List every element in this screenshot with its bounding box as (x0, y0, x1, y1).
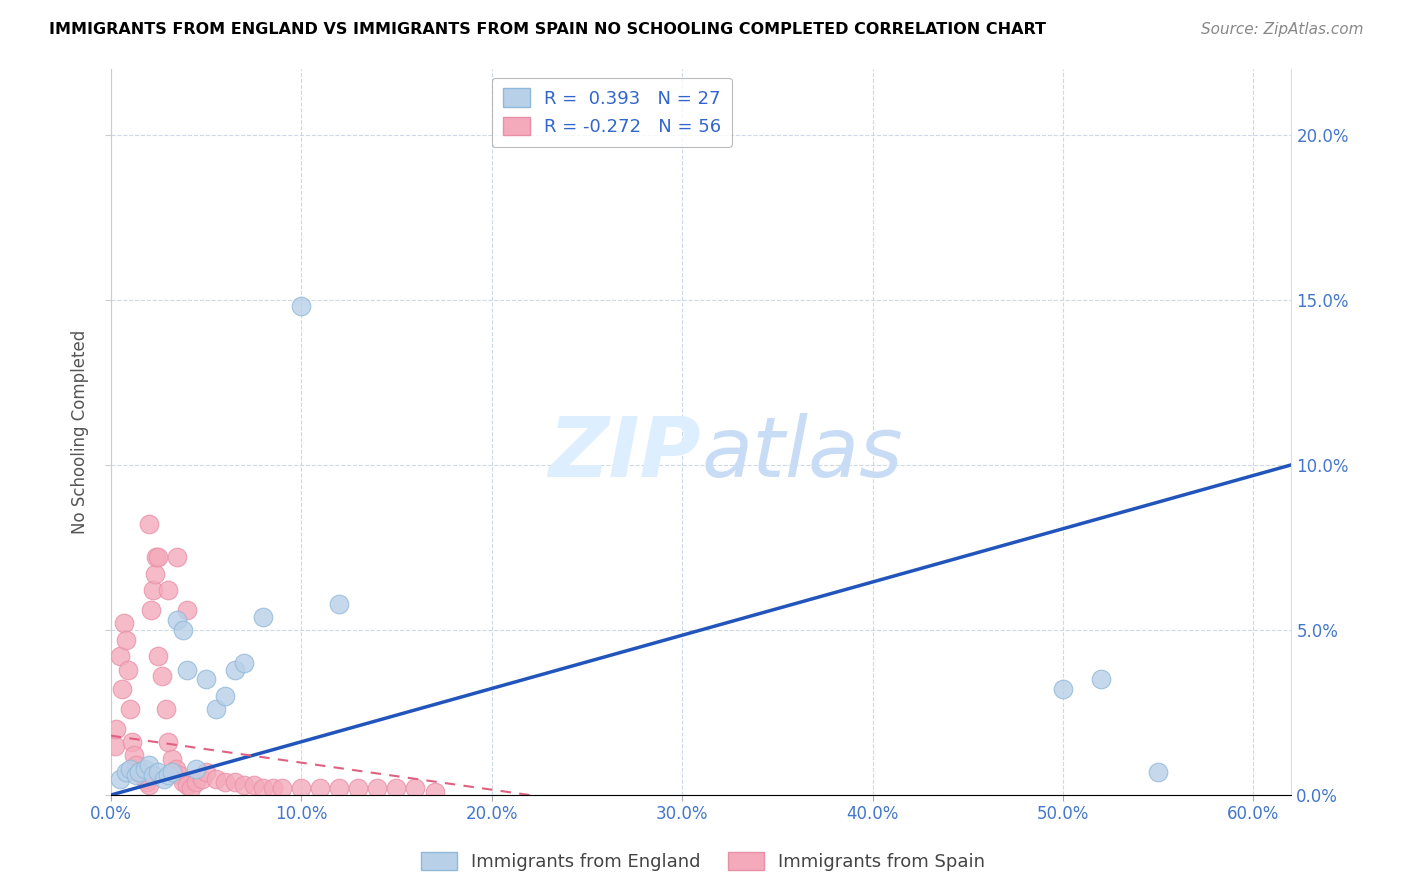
Point (128, 764, 150, 779)
Point (150, 669, 173, 683)
Point (142, 583, 165, 598)
Point (121, 735, 143, 749)
Point (423, 785, 446, 799)
Point (404, 781, 426, 796)
Point (224, 663, 246, 677)
Point (156, 768, 179, 782)
Point (176, 778, 198, 792)
Point (176, 603, 198, 617)
Legend: R =  0.393   N = 27, R = -0.272   N = 56: R = 0.393 N = 27, R = -0.272 N = 56 (492, 78, 733, 147)
Point (1052, 682, 1074, 697)
Point (142, 768, 165, 782)
Point (156, 583, 179, 598)
Point (1090, 673, 1112, 687)
Point (117, 663, 139, 677)
Point (166, 550, 188, 565)
Point (148, 550, 170, 565)
Point (138, 758, 160, 772)
Point (186, 762, 208, 776)
Point (110, 772, 132, 786)
Point (195, 673, 218, 687)
Point (143, 566, 166, 581)
Point (138, 517, 160, 532)
Point (115, 764, 138, 779)
Point (172, 775, 194, 789)
Legend: Immigrants from England, Immigrants from Spain: Immigrants from England, Immigrants from… (413, 845, 993, 879)
Point (138, 778, 160, 792)
Point (148, 649, 170, 664)
Point (169, 768, 191, 782)
Point (145, 550, 167, 565)
Point (110, 649, 132, 664)
Point (176, 663, 198, 677)
Point (1147, 764, 1170, 779)
Point (328, 781, 350, 796)
Point (136, 775, 159, 789)
Point (191, 772, 214, 786)
Point (328, 597, 350, 611)
Point (115, 632, 138, 647)
Text: ZIP: ZIP (548, 413, 702, 494)
Text: atlas: atlas (702, 413, 903, 494)
Point (166, 613, 188, 627)
Point (165, 762, 187, 776)
Point (385, 781, 408, 796)
Point (156, 735, 179, 749)
Text: IMMIGRANTS FROM ENGLAND VS IMMIGRANTS FROM SPAIN NO SCHOOLING COMPLETED CORRELAT: IMMIGRANTS FROM ENGLAND VS IMMIGRANTS FR… (49, 22, 1046, 37)
Point (347, 781, 370, 796)
Point (160, 764, 183, 779)
Point (155, 702, 177, 716)
Point (129, 764, 152, 779)
Point (153, 772, 176, 786)
Point (233, 656, 256, 670)
Point (124, 758, 146, 772)
Y-axis label: No Schooling Completed: No Schooling Completed (72, 330, 89, 534)
Point (134, 772, 156, 786)
Point (271, 781, 294, 796)
Point (195, 764, 218, 779)
Point (290, 781, 312, 796)
Point (309, 781, 332, 796)
Point (290, 299, 312, 313)
Text: Source: ZipAtlas.com: Source: ZipAtlas.com (1201, 22, 1364, 37)
Point (242, 778, 264, 792)
Point (262, 781, 284, 796)
Point (214, 689, 236, 703)
Point (180, 781, 202, 796)
Point (111, 682, 134, 697)
Point (128, 764, 150, 779)
Point (233, 778, 256, 792)
Point (124, 768, 146, 782)
Point (204, 702, 226, 716)
Point (105, 722, 128, 736)
Point (118, 762, 141, 776)
Point (252, 781, 274, 796)
Point (112, 616, 135, 631)
Point (127, 764, 149, 779)
Point (132, 768, 155, 782)
Point (204, 772, 226, 786)
Point (118, 702, 141, 716)
Point (139, 603, 162, 617)
Point (103, 739, 125, 753)
Point (214, 775, 236, 789)
Point (172, 623, 194, 637)
Point (224, 775, 246, 789)
Point (134, 762, 156, 776)
Point (366, 781, 388, 796)
Point (252, 609, 274, 624)
Point (148, 764, 170, 779)
Point (186, 775, 208, 789)
Point (160, 752, 183, 766)
Point (122, 748, 145, 763)
